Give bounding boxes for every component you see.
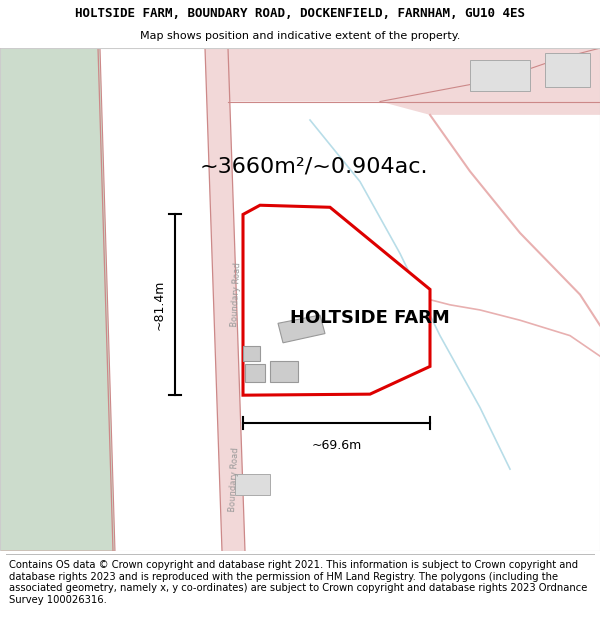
Polygon shape: [205, 48, 600, 115]
Polygon shape: [243, 346, 260, 361]
Polygon shape: [235, 474, 270, 495]
Text: Boundary Road: Boundary Road: [230, 262, 242, 327]
Polygon shape: [205, 48, 245, 551]
Polygon shape: [0, 48, 115, 551]
Text: HOLTSIDE FARM: HOLTSIDE FARM: [290, 309, 450, 327]
Text: Map shows position and indicative extent of the property.: Map shows position and indicative extent…: [140, 31, 460, 41]
Polygon shape: [245, 364, 265, 382]
Text: Contains OS data © Crown copyright and database right 2021. This information is : Contains OS data © Crown copyright and d…: [9, 560, 587, 605]
Text: ~69.6m: ~69.6m: [311, 439, 362, 452]
Text: ~81.4m: ~81.4m: [152, 279, 166, 330]
Text: HOLTSIDE FARM, BOUNDARY ROAD, DOCKENFIELD, FARNHAM, GU10 4ES: HOLTSIDE FARM, BOUNDARY ROAD, DOCKENFIEL…: [75, 7, 525, 20]
Polygon shape: [243, 205, 430, 395]
Text: Boundary Road: Boundary Road: [228, 447, 240, 512]
Text: ~3660m²/~0.904ac.: ~3660m²/~0.904ac.: [200, 156, 428, 176]
Polygon shape: [470, 61, 530, 91]
Polygon shape: [270, 361, 298, 382]
Polygon shape: [278, 315, 325, 342]
Polygon shape: [545, 53, 590, 87]
